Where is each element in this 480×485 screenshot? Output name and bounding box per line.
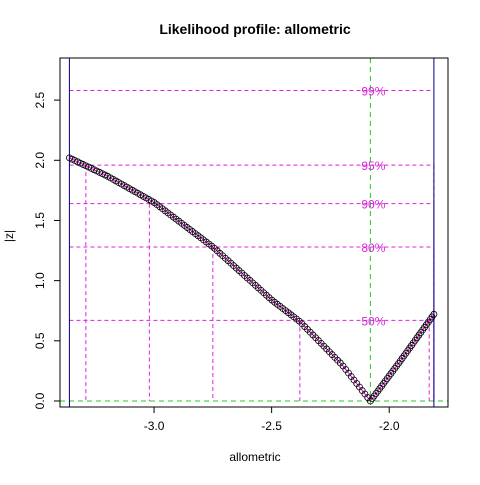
y-tick-label-4: 2.0 — [33, 152, 47, 169]
x-tick-label-1: -2.5 — [261, 419, 282, 433]
confidence-label-2: 90% — [361, 198, 385, 212]
x-tick-label-0: -3.0 — [144, 419, 165, 433]
x-axis-label: allometric — [229, 450, 280, 464]
confidence-label-4: 50% — [361, 314, 385, 328]
y-tick-label-1: 0.5 — [33, 332, 47, 349]
confidence-label-0: 99% — [361, 84, 385, 98]
confidence-label-3: 80% — [361, 241, 385, 255]
confidence-label-1: 95% — [361, 159, 385, 173]
x-tick-label-2: -2.0 — [379, 419, 400, 433]
y-tick-label-0: 0.0 — [33, 392, 47, 409]
profile-point-144 — [430, 310, 438, 318]
y-tick-label-3: 1.5 — [33, 212, 47, 229]
chart-title: Likelihood profile: allometric — [159, 21, 351, 37]
y-axis-label: |z| — [2, 230, 16, 242]
y-tick-label-5: 2.5 — [33, 91, 47, 108]
plot-area: 99% 95% 90% 80% 50% -3.0 -2.5 -2.0 0.0 0.5 1.0 1.5 2… — [33, 57, 449, 433]
y-tick-label-2: 1.0 — [33, 272, 47, 289]
